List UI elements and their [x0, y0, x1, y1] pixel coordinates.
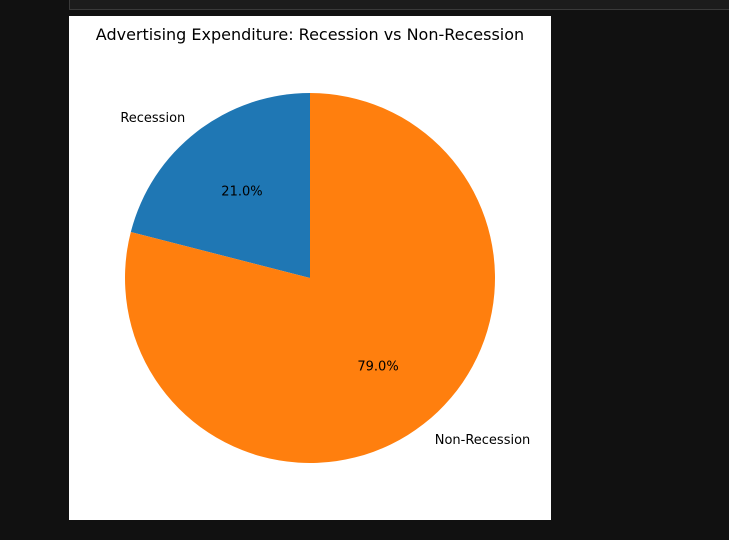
pie-labels: Recession 21.0% Non-Recession 79.0% [120, 111, 530, 448]
pie-slice-non-recession [125, 93, 495, 464]
pie-chart: Advertising Expenditure: Recession vs No… [96, 25, 530, 464]
chart-title: Advertising Expenditure: Recession vs No… [96, 25, 524, 44]
chart-figure: Advertising Expenditure: Recession vs No… [69, 16, 551, 520]
slice-label-recession: Recession [120, 111, 185, 126]
top-toolbar-strip [69, 0, 729, 10]
percent-label-recession: 21.0% [221, 184, 262, 199]
pie-slices [125, 93, 495, 464]
percent-label-non-recession: 79.0% [357, 360, 398, 375]
slice-label-non-recession: Non-Recession [435, 433, 531, 448]
pie-slice-recession [130, 93, 310, 278]
